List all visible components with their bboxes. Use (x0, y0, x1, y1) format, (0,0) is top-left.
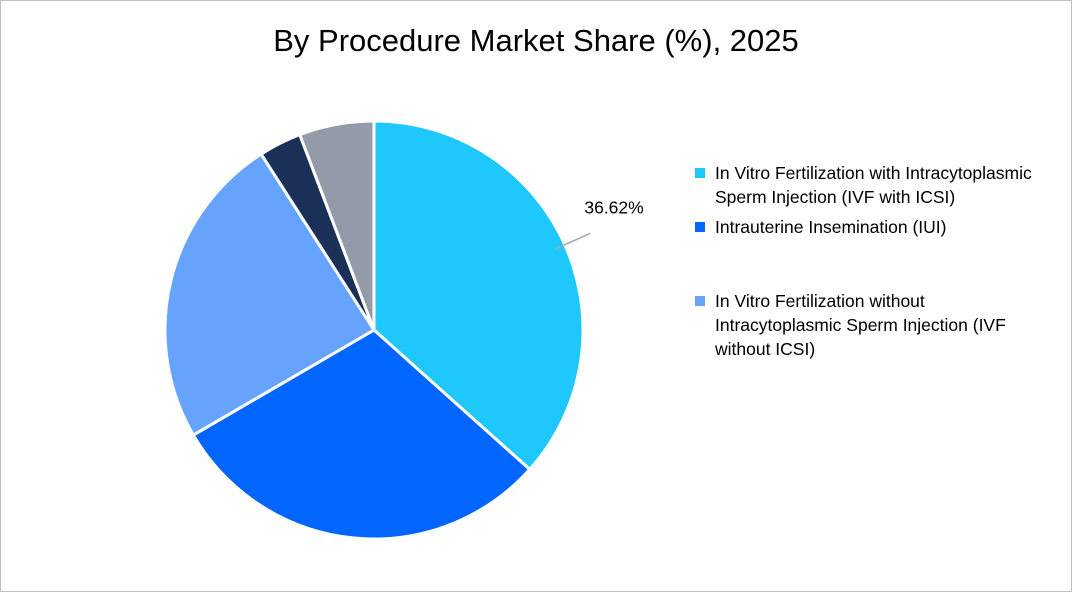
pie-slice-4 (298, 119, 376, 332)
legend-label-ivf-without-icsi: In Vitro Fertilization without Intracyto… (715, 291, 1006, 359)
legend-swatch-ivf-without-icsi (695, 296, 705, 306)
data-label-0: 36.62% (584, 197, 643, 217)
legend-item-iui: Intrauterine Insemination (IUI) (695, 215, 1045, 239)
legend-label-iui: Intrauterine Insemination (IUI) (715, 217, 947, 237)
legend-item-ivf-with-icsi: In Vitro Fertilization with Intracytopla… (695, 161, 1045, 209)
pie-slice-2 (163, 152, 376, 437)
legend-swatch-iui (695, 222, 705, 232)
legend-swatch-ivf-with-icsi (695, 168, 705, 178)
pie-slice-1 (191, 328, 532, 541)
chart-title: By Procedure Market Share (%), 2025 (273, 23, 799, 58)
legend-label-ivf-with-icsi: In Vitro Fertilization with Intracytopla… (715, 163, 1032, 207)
data-label-leader-0 (555, 232, 591, 250)
legend-item-ivf-without-icsi: In Vitro Fertilization without Intracyto… (695, 289, 1045, 361)
legend: In Vitro Fertilization with Intracytopla… (695, 161, 1045, 361)
